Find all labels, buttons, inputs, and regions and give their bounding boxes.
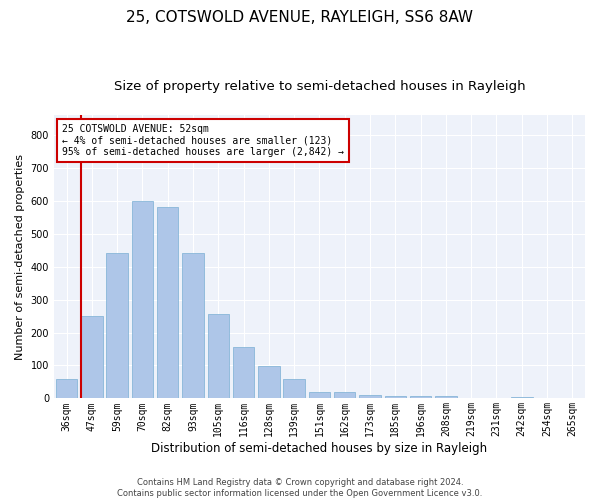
Text: Contains HM Land Registry data © Crown copyright and database right 2024.
Contai: Contains HM Land Registry data © Crown c…: [118, 478, 482, 498]
X-axis label: Distribution of semi-detached houses by size in Rayleigh: Distribution of semi-detached houses by …: [151, 442, 488, 455]
Bar: [131, 200, 153, 398]
Bar: [283, 378, 305, 398]
Bar: [334, 392, 355, 398]
Bar: [157, 208, 178, 398]
Title: Size of property relative to semi-detached houses in Rayleigh: Size of property relative to semi-detach…: [113, 80, 525, 93]
Bar: [511, 397, 533, 398]
Bar: [182, 254, 204, 398]
Bar: [359, 395, 381, 398]
Bar: [56, 378, 77, 398]
Bar: [233, 348, 254, 399]
Bar: [309, 392, 330, 398]
Bar: [106, 254, 128, 398]
Bar: [258, 366, 280, 398]
Y-axis label: Number of semi-detached properties: Number of semi-detached properties: [15, 154, 25, 360]
Text: 25, COTSWOLD AVENUE, RAYLEIGH, SS6 8AW: 25, COTSWOLD AVENUE, RAYLEIGH, SS6 8AW: [127, 10, 473, 25]
Bar: [81, 316, 103, 398]
Bar: [208, 314, 229, 398]
Bar: [410, 396, 431, 398]
Text: 25 COTSWOLD AVENUE: 52sqm
← 4% of semi-detached houses are smaller (123)
95% of : 25 COTSWOLD AVENUE: 52sqm ← 4% of semi-d…: [62, 124, 344, 156]
Bar: [435, 396, 457, 398]
Bar: [385, 396, 406, 398]
